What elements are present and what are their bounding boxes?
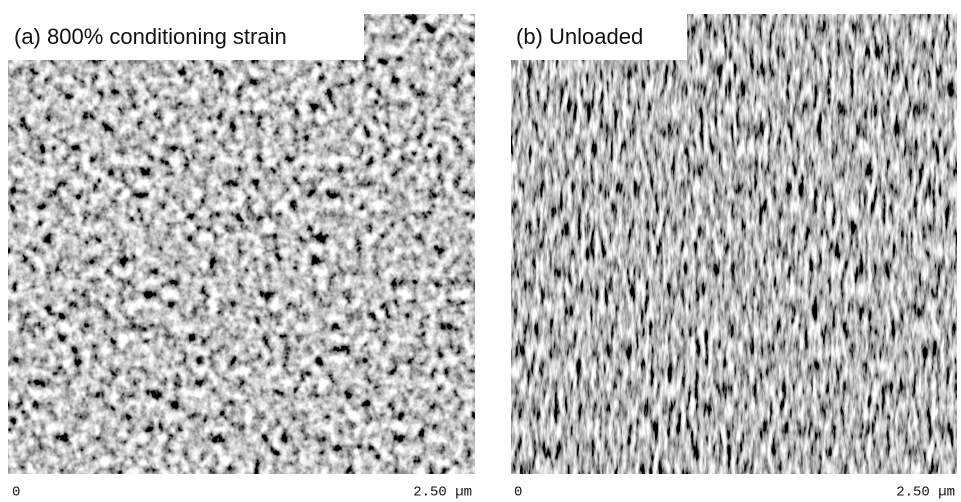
scale-start: 0	[514, 485, 522, 501]
scale-end: 2.50 µm	[896, 485, 955, 501]
scale-end: 2.50 µm	[413, 485, 472, 501]
panel-a: (a) 800% conditioning strain 0 2.50 µm	[8, 14, 475, 501]
label-box	[511, 14, 687, 60]
panel-b: (b) Unloaded 0 2.50 µm	[511, 14, 957, 501]
label-box	[8, 14, 364, 60]
micrograph	[511, 14, 957, 474]
panel-label: (a) 800% conditioning strain	[14, 24, 287, 49]
panel-label: (b) Unloaded	[516, 24, 643, 49]
scale-start: 0	[12, 485, 20, 501]
micrograph	[8, 14, 475, 474]
